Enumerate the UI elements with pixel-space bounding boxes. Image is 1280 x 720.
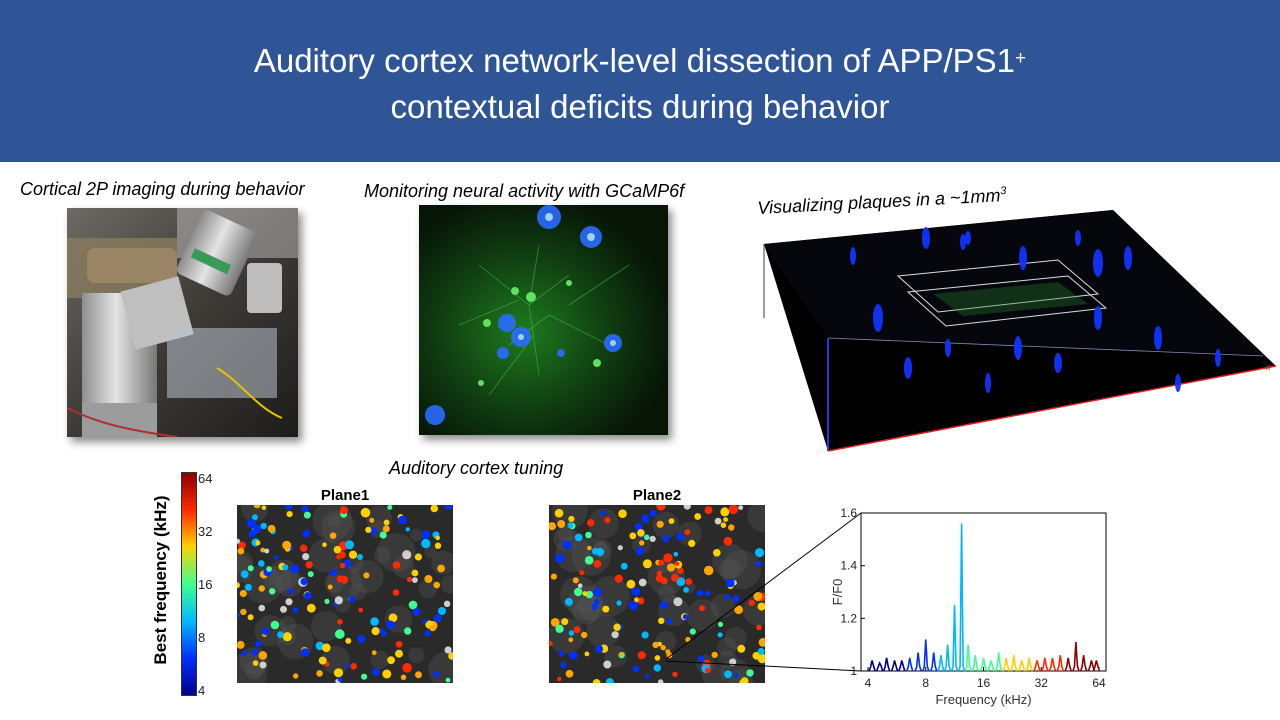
caption-gcamp: Monitoring neural activity with GCaMP6f — [364, 181, 685, 201]
tuning-trace-point — [1079, 655, 1088, 672]
tuning-chart: 4 8 16 32 64 1 1.2 1.4 1.6 Frequency (kHz) F/F0 — [830, 505, 1120, 715]
tuning-trace-point — [1064, 657, 1072, 672]
tuning-trace-point — [1025, 657, 1033, 672]
plane1-title: Plane1 — [320, 487, 370, 504]
colorbar-gradient — [182, 473, 196, 695]
y-tick-label: 1.4 — [840, 559, 857, 573]
tuning-trace-point — [937, 655, 945, 672]
colorbar-tick-16: 16 — [198, 577, 213, 592]
x-tick-label: 64 — [1092, 676, 1106, 690]
tuning-trace-point — [1017, 660, 1026, 672]
x-tick-label: 4 — [865, 676, 872, 690]
tuning-trace-point — [914, 652, 922, 672]
tuning-trace-point — [898, 660, 906, 672]
x-axis-label: Frequency (kHz) — [935, 692, 1031, 707]
tuning-trace-point — [987, 660, 995, 672]
chart-frame — [860, 512, 1107, 672]
tuning-trace-point — [905, 657, 914, 672]
x-tick-label: 16 — [977, 676, 991, 690]
caption-tuning: Auditory cortex tuning — [389, 458, 564, 478]
plaque-volume: x — [758, 208, 1280, 453]
rig-photo — [67, 208, 298, 437]
tuning-trace-point — [950, 605, 959, 672]
tuning-trace-point — [994, 652, 1003, 672]
colorbar-tick-32: 32 — [198, 524, 213, 539]
tuning-trace-point — [1072, 641, 1080, 672]
tuning-trace-point — [1056, 655, 1065, 672]
y-tick-label: 1 — [850, 664, 857, 678]
tuning-trace-point — [1002, 657, 1010, 672]
y-tick-label: 1.6 — [840, 506, 857, 520]
tuning-trace-point — [1087, 660, 1096, 672]
tuning-trace-point — [943, 644, 952, 672]
tuning-trace-point — [1033, 660, 1041, 672]
colorbar-tick-4: 4 — [198, 683, 206, 698]
y-axis-label: F/F0 — [830, 579, 845, 606]
tuning-trace-point — [964, 644, 972, 672]
tuning-trace-point — [1092, 660, 1101, 672]
tuning-trace-point — [922, 639, 930, 672]
caption-imaging: Cortical 2P imaging during behavior — [20, 179, 305, 199]
y-tick-label: 1.2 — [840, 611, 857, 625]
plane2-image — [547, 493, 780, 694]
slide-title: Auditory cortex network-level dissection… — [0, 38, 1280, 130]
tuning-trace-point — [1048, 657, 1057, 672]
tuning-trace-point — [1009, 655, 1018, 672]
colorbar-tick-64: 64 — [198, 471, 213, 486]
tuning-trace-point — [1041, 657, 1049, 672]
colorbar-tick-8: 8 — [198, 630, 206, 645]
colorbar — [181, 472, 197, 696]
connector-line-top — [665, 512, 862, 660]
title-superscript: + — [1015, 48, 1027, 69]
gcamp-image — [419, 205, 668, 435]
x-tick-label: 32 — [1035, 676, 1049, 690]
tuning-chart-svg: 4 8 16 32 64 1 1.2 1.4 1.6 Frequency (kHz) F/F0 — [830, 506, 1107, 707]
plane1-image — [224, 495, 465, 692]
title-line-2: contextual deficits during behavior — [390, 88, 890, 125]
tuning-trace-point — [929, 652, 938, 672]
tuning-trace-point — [971, 655, 980, 672]
title-line-1: Auditory cortex network-level dissection… — [253, 42, 1016, 79]
tuning-trace-point — [957, 523, 966, 672]
tuning-trace-point — [979, 657, 988, 672]
plane2-title: Plane2 — [632, 487, 682, 504]
x-tick-label: 8 — [922, 676, 929, 690]
tuning-trace-point — [868, 660, 876, 672]
title-banner — [0, 0, 1280, 162]
volume-axis-x: x — [1266, 362, 1271, 372]
connector-line-bottom — [665, 660, 862, 672]
tuning-trace-point — [890, 660, 899, 672]
tuning-trace-point — [882, 657, 891, 672]
tuning-trace-point — [875, 661, 884, 672]
